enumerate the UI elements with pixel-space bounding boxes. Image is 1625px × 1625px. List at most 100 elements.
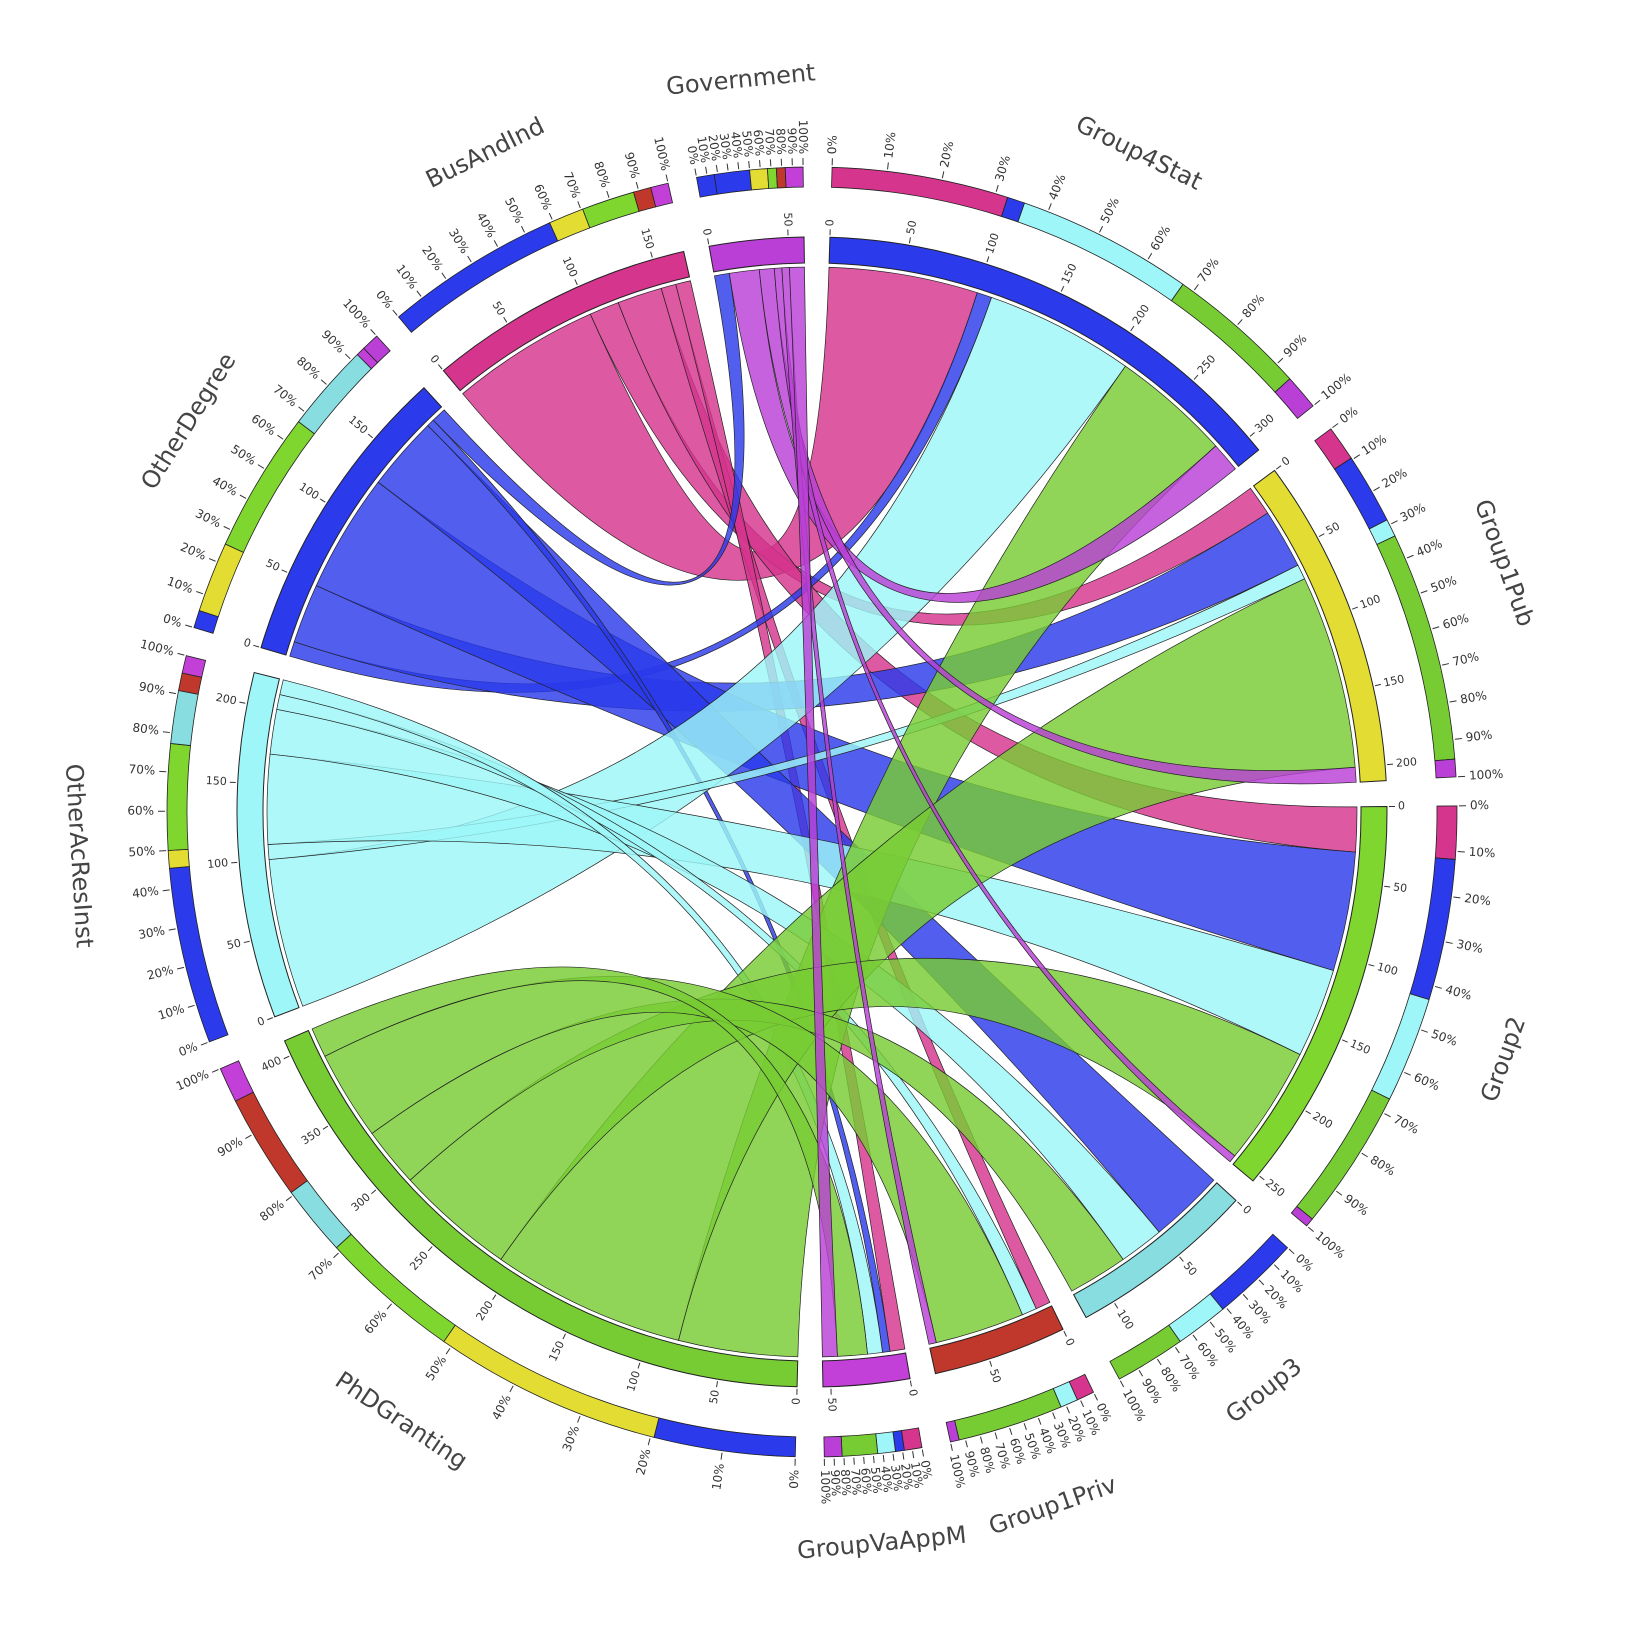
percent-tick-label: 60%	[127, 804, 154, 818]
percent-tick	[1273, 1264, 1280, 1270]
percent-tick	[277, 434, 284, 440]
percent-tick	[892, 1453, 895, 1461]
count-tick	[1341, 1039, 1348, 1043]
percent-tick	[1066, 1406, 1070, 1414]
percent-tick	[257, 464, 265, 469]
percent-tick-label: 70%	[762, 128, 778, 156]
percent-tick-label: 50%	[1098, 195, 1122, 225]
percent-tick	[208, 558, 216, 562]
percent-tick-label: 70%	[270, 382, 300, 410]
percent-tick	[185, 624, 193, 628]
count-tick	[492, 1294, 497, 1300]
node-label: Group4Stat	[1071, 110, 1206, 196]
count-tick-label: 200	[1130, 302, 1152, 327]
percent-tick-label: 10%	[709, 1463, 727, 1491]
percent-tick	[941, 171, 945, 179]
percent-tick-label: 10%	[908, 1461, 926, 1490]
composition-segment	[749, 168, 770, 191]
composition-segment	[840, 1433, 879, 1457]
composition-segment	[1409, 857, 1456, 1001]
percent-tick-label: 60%	[1412, 1070, 1442, 1094]
percent-tick	[606, 190, 610, 198]
percent-tick-label: 100%	[340, 296, 373, 331]
percent-tick-label: 20%	[898, 1462, 916, 1490]
percent-tick	[177, 966, 185, 970]
composition-segment	[549, 208, 591, 242]
count-tick-label: 0	[1062, 1336, 1077, 1348]
percent-tick-label: 20%	[633, 1447, 653, 1476]
percent-tick	[737, 162, 740, 170]
percent-tick-label: 90%	[138, 679, 167, 698]
ribbon	[773, 267, 1236, 1163]
percent-tick	[520, 225, 525, 233]
count-tick	[1063, 1330, 1067, 1337]
percent-tick-label: 20%	[1379, 465, 1409, 490]
composition-segment	[945, 1420, 960, 1443]
count-tick	[650, 251, 653, 258]
percent-tick-label: 0%	[1337, 404, 1361, 427]
count-tick-label: 100	[624, 1369, 643, 1393]
percent-tick-label: 100%	[796, 120, 810, 155]
ribbon	[462, 266, 978, 581]
percent-tick	[705, 166, 708, 174]
percent-tick	[1384, 1113, 1391, 1118]
percent-tick-label: 40%	[1046, 172, 1069, 202]
count-tick	[371, 1189, 377, 1195]
composition-segment	[696, 174, 718, 198]
count-tick-label: 150	[205, 774, 227, 788]
count-tick-label: 100	[207, 856, 229, 871]
percent-tick-label: 30%	[1246, 1298, 1274, 1327]
node-arc	[260, 386, 443, 656]
count-tick	[437, 364, 443, 370]
percent-tick	[647, 1438, 651, 1446]
percent-tick-label: 20%	[705, 134, 723, 162]
percent-tick-label: 30%	[992, 154, 1013, 184]
count-tick-label: 250	[407, 1249, 431, 1273]
composition-segment	[901, 1427, 923, 1451]
count-tick	[637, 1362, 641, 1369]
percent-tick-label: 100%	[174, 1067, 211, 1093]
percent-tick	[1209, 1321, 1215, 1328]
ribbon	[311, 966, 868, 1357]
percent-tick-label: 30%	[193, 506, 223, 530]
percent-tick-label: 10%	[1278, 1267, 1307, 1296]
percent-tick	[1406, 554, 1414, 559]
percent-tick	[1037, 1417, 1042, 1425]
composition-segment	[650, 182, 674, 208]
percent-tick-label: 100%	[818, 1470, 833, 1505]
composition-segment	[167, 848, 190, 869]
composition-segment	[1290, 1205, 1313, 1227]
percent-tick-label: 70%	[128, 762, 155, 778]
composition-segment	[1109, 1324, 1181, 1380]
composition-segment	[363, 335, 391, 364]
count-tick-label: 150	[546, 1339, 567, 1364]
count-tick	[574, 279, 578, 286]
percent-tick	[1193, 284, 1199, 291]
percent-tick	[694, 168, 697, 176]
percent-tick-label: 90%	[215, 1134, 245, 1159]
percent-tick-label: 40%	[878, 1465, 895, 1493]
count-tick-label: 200	[215, 691, 238, 708]
count-tick-label: 250	[1195, 352, 1219, 376]
count-tick-label: 100	[1376, 960, 1400, 978]
node-arc	[1072, 1182, 1237, 1319]
percent-tick-label: 10%	[165, 574, 195, 596]
percent-tick-label: 80%	[591, 160, 613, 190]
percent-tick-label: 100%	[1120, 1387, 1149, 1424]
percent-tick-label: 40%	[1229, 1312, 1257, 1341]
composition-segment	[823, 1435, 843, 1458]
count-tick	[283, 1055, 290, 1060]
percent-tick	[162, 889, 170, 892]
count-tick	[908, 237, 911, 244]
percent-tick	[177, 652, 185, 656]
percent-tick	[1307, 1226, 1314, 1233]
percent-tick	[577, 201, 581, 209]
composition-segment	[766, 167, 778, 189]
percent-tick	[298, 406, 305, 412]
percent-tick	[1023, 1423, 1027, 1431]
node-label: Group1Pub	[1469, 496, 1540, 630]
count-tick	[427, 1246, 433, 1252]
percent-tick-label: 60%	[751, 129, 767, 157]
percent-tick	[1099, 225, 1104, 233]
percent-tick-label: 30%	[137, 923, 166, 942]
